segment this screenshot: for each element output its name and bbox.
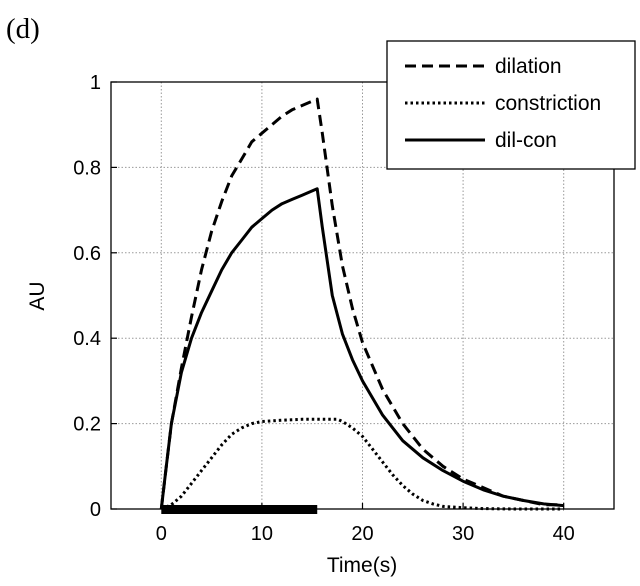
x-tick-label: 40	[553, 523, 575, 545]
y-tick-label: 0.8	[73, 157, 101, 179]
series-group	[159, 97, 564, 511]
y-tick-label: 0.4	[73, 328, 101, 350]
x-axis-label: Time(s)	[327, 554, 397, 577]
y-tick-label: 0	[90, 499, 101, 521]
y-tick-label: 1	[90, 72, 101, 94]
x-tick-label: 10	[251, 523, 273, 545]
y-axis-label: AU	[26, 281, 49, 310]
legend-label-dil-con: dil-con	[495, 129, 557, 152]
legend: dilation constriction dil-con	[386, 40, 636, 170]
stimulus-bar-group	[161, 505, 318, 514]
legend-box	[386, 40, 636, 170]
x-tick-label: 30	[452, 523, 474, 545]
x-tick-label: 20	[351, 523, 373, 545]
panel-label: (d)	[6, 13, 40, 45]
series-line-dilation	[159, 97, 564, 510]
series-line-constriction	[160, 417, 564, 511]
axis-ticks: 0 10 20 30 40 0 0.2 0.4 0.6 0.8 1	[73, 72, 575, 545]
legend-label-dilation: dilation	[495, 55, 562, 78]
legend-label-constriction: constriction	[495, 92, 601, 115]
x-tick-label: 0	[156, 523, 167, 545]
series-line-dil-con	[159, 187, 564, 510]
y-tick-label: 0.2	[73, 414, 101, 436]
stimulus-bar	[161, 505, 318, 514]
y-tick-label: 0.6	[73, 243, 101, 265]
